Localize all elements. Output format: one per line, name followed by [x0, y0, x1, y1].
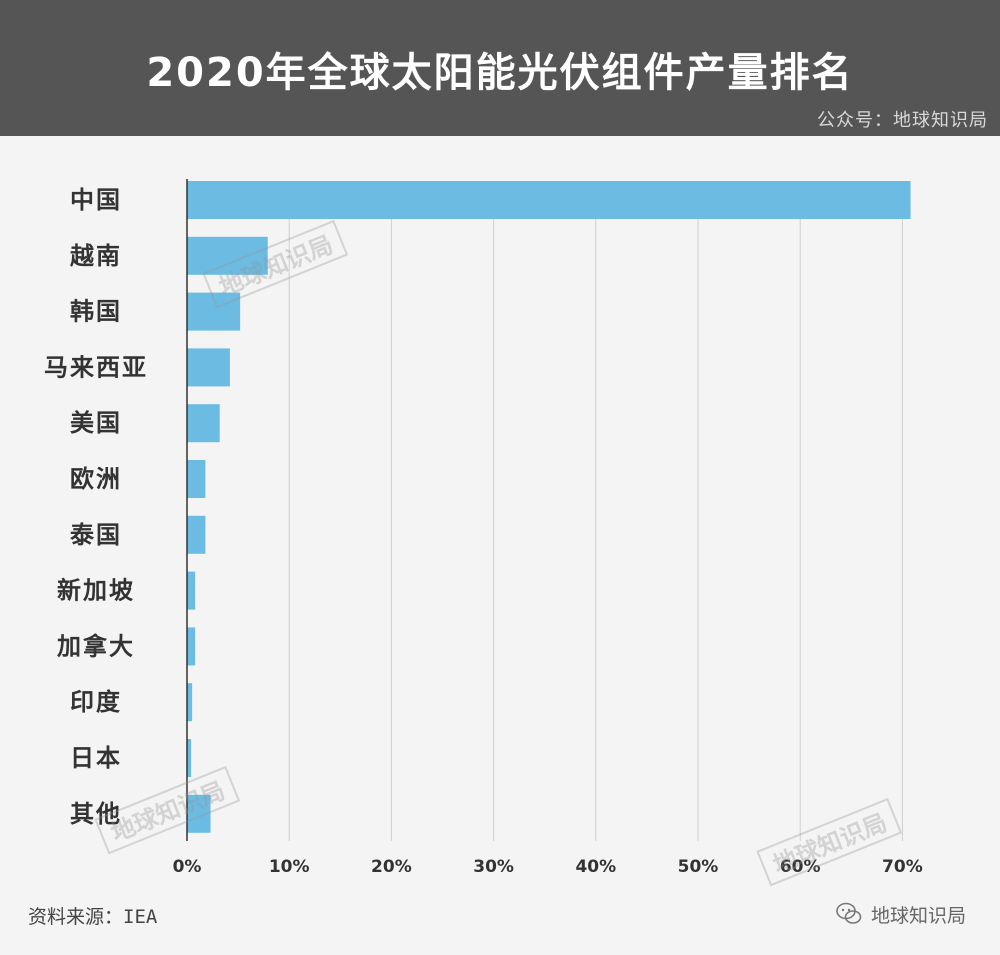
bar	[187, 292, 241, 331]
brand-label: 地球知识局	[870, 904, 966, 927]
bar	[187, 348, 230, 387]
bar	[187, 460, 206, 498]
bar	[187, 794, 211, 833]
category-label: 其他	[70, 800, 122, 828]
x-tick-label: 70%	[882, 857, 923, 877]
bar	[187, 683, 193, 722]
x-tick-label: 10%	[269, 857, 310, 877]
watermark-frame	[202, 219, 349, 309]
bar	[187, 627, 196, 666]
header-bar: 2020年全球太阳能光伏组件产量排名 公众号：地球知识局	[0, 0, 1000, 136]
x-tick-label: 30%	[473, 857, 514, 877]
watermark: 地球知识局	[756, 797, 903, 887]
bar	[187, 515, 206, 554]
account-label: 公众号：地球知识局	[817, 110, 988, 131]
category-label: 泰国	[70, 521, 122, 549]
x-tick-label: 0%	[173, 857, 202, 877]
x-tick-label: 40%	[575, 857, 616, 877]
category-label: 越南	[70, 242, 122, 270]
bar	[187, 236, 268, 275]
bar	[187, 404, 220, 443]
category-label: 马来西亚	[44, 353, 148, 381]
category-label: 新加坡	[57, 577, 135, 605]
category-label: 印度	[70, 688, 122, 716]
watermark: 地球知识局	[94, 765, 241, 855]
brand-mark: 地球知识局	[835, 900, 966, 928]
category-label: 加拿大	[57, 632, 135, 660]
bar	[187, 571, 196, 610]
category-label: 美国	[70, 409, 122, 437]
watermark-frame	[94, 765, 241, 855]
wechat-icon	[836, 902, 862, 924]
category-label: 日本	[70, 744, 122, 772]
x-tick-label: 20%	[371, 857, 412, 877]
category-label: 欧洲	[70, 465, 122, 493]
category-label: 韩国	[70, 298, 122, 326]
bar	[187, 739, 192, 777]
watermark-frame	[756, 797, 903, 887]
x-tick-label: 50%	[678, 857, 719, 877]
bar	[187, 181, 911, 219]
x-tick-label: 60%	[780, 857, 821, 877]
watermark: 地球知识局	[202, 219, 349, 309]
category-label: 中国	[70, 186, 122, 214]
source-note: 资料来源：IEA	[28, 906, 158, 928]
chart-title: 2020年全球太阳能光伏组件产量排名	[146, 50, 854, 96]
